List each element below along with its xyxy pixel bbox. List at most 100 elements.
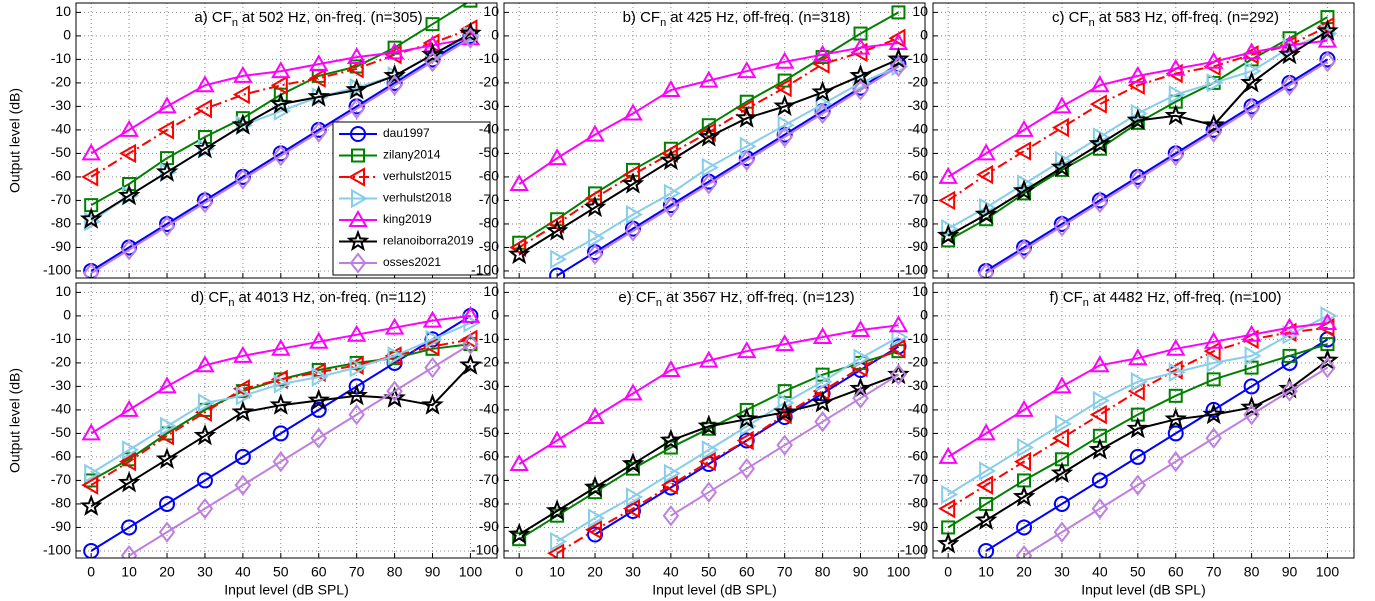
marker bbox=[936, 532, 960, 554]
marker bbox=[1167, 145, 1185, 167]
marker bbox=[421, 42, 444, 65]
marker bbox=[1240, 395, 1263, 418]
marker bbox=[774, 404, 792, 425]
marker bbox=[1012, 179, 1036, 201]
marker bbox=[888, 339, 906, 359]
panel-title: d) CFn at 4013 Hz, on-freq. (n=112) bbox=[191, 289, 426, 309]
y-tick-label: -30 bbox=[908, 377, 928, 393]
marker bbox=[79, 207, 103, 229]
y-tick-label: -80 bbox=[51, 495, 71, 511]
series-line bbox=[947, 326, 1328, 510]
marker bbox=[310, 121, 328, 143]
title-text: at 425 Hz, off-freq. (n=318) bbox=[670, 9, 850, 26]
marker bbox=[1243, 98, 1260, 120]
marker bbox=[623, 103, 643, 121]
marker bbox=[1278, 42, 1301, 65]
series-line bbox=[594, 65, 900, 256]
marker bbox=[348, 378, 365, 395]
marker bbox=[622, 498, 640, 519]
marker bbox=[1317, 312, 1338, 330]
marker bbox=[79, 494, 103, 516]
marker bbox=[585, 406, 605, 424]
y-tick-label: -30 bbox=[479, 97, 499, 113]
x-tick-label: 70 bbox=[1206, 564, 1222, 580]
marker bbox=[1015, 545, 1033, 558]
marker bbox=[1088, 132, 1112, 154]
marker bbox=[1241, 42, 1262, 60]
marker bbox=[588, 508, 606, 528]
marker bbox=[234, 168, 252, 190]
y-tick-label: -40 bbox=[908, 121, 928, 137]
title-text: b) CF bbox=[623, 9, 661, 26]
x-axis-label: Input level (dB SPL) bbox=[224, 582, 349, 598]
marker bbox=[233, 65, 253, 83]
marker bbox=[119, 119, 139, 137]
x-tick-label: 20 bbox=[159, 564, 175, 580]
series-line bbox=[556, 336, 899, 543]
marker bbox=[1128, 348, 1148, 366]
marker bbox=[1167, 425, 1184, 442]
marker bbox=[547, 430, 567, 448]
x-axis-label: Input level (dB SPL) bbox=[1081, 582, 1206, 598]
marker bbox=[84, 463, 102, 484]
y-axis-label: Output level (dB) bbox=[7, 88, 23, 193]
marker bbox=[583, 475, 607, 498]
marker bbox=[81, 167, 99, 187]
marker bbox=[120, 239, 138, 261]
series-line bbox=[556, 347, 899, 555]
marker bbox=[1241, 324, 1262, 342]
series-line bbox=[1023, 366, 1329, 557]
y-tick-label: -40 bbox=[479, 121, 499, 137]
marker bbox=[974, 202, 998, 225]
marker bbox=[737, 61, 757, 79]
marker bbox=[583, 195, 607, 218]
marker bbox=[463, 3, 478, 8]
x-tick-label: 40 bbox=[663, 564, 679, 580]
marker bbox=[193, 136, 217, 159]
marker bbox=[386, 74, 403, 96]
marker bbox=[233, 345, 253, 363]
marker bbox=[195, 355, 215, 373]
marker bbox=[976, 475, 994, 495]
marker bbox=[887, 47, 910, 70]
y-tick-label: -20 bbox=[908, 354, 928, 370]
legend-label: zilany2014 bbox=[383, 148, 441, 162]
marker bbox=[1016, 519, 1033, 536]
marker bbox=[1088, 438, 1112, 460]
marker bbox=[887, 362, 910, 385]
marker bbox=[1244, 346, 1262, 366]
marker bbox=[195, 75, 215, 93]
marker bbox=[550, 531, 568, 552]
y-tick-label: 10 bbox=[55, 283, 71, 299]
series-line bbox=[947, 30, 1329, 237]
y-tick-label: -50 bbox=[908, 424, 928, 440]
y-tick-label: 10 bbox=[912, 3, 928, 19]
series-line bbox=[947, 25, 1328, 202]
y-tick-label: -70 bbox=[908, 471, 928, 487]
series-line bbox=[90, 338, 471, 486]
marker bbox=[119, 143, 137, 164]
marker bbox=[585, 124, 605, 142]
marker bbox=[350, 126, 366, 142]
marker bbox=[512, 532, 527, 547]
marker bbox=[979, 461, 997, 481]
marker bbox=[422, 336, 440, 357]
marker bbox=[232, 379, 250, 399]
marker bbox=[549, 267, 566, 278]
marker bbox=[1317, 30, 1338, 48]
title-text: a) CF bbox=[194, 9, 232, 26]
marker bbox=[271, 61, 291, 79]
x-tick-label: 0 bbox=[87, 564, 95, 580]
plot-data bbox=[507, 315, 910, 558]
x-tick-label: 90 bbox=[1282, 564, 1298, 580]
plot-data bbox=[507, 5, 910, 278]
marker bbox=[811, 80, 834, 102]
y-tick-label: -60 bbox=[51, 448, 71, 464]
marker bbox=[735, 106, 759, 128]
x-tick-label: 80 bbox=[815, 564, 831, 580]
marker bbox=[1240, 70, 1263, 93]
series-line bbox=[947, 16, 1328, 242]
plot-frame bbox=[75, 282, 498, 559]
